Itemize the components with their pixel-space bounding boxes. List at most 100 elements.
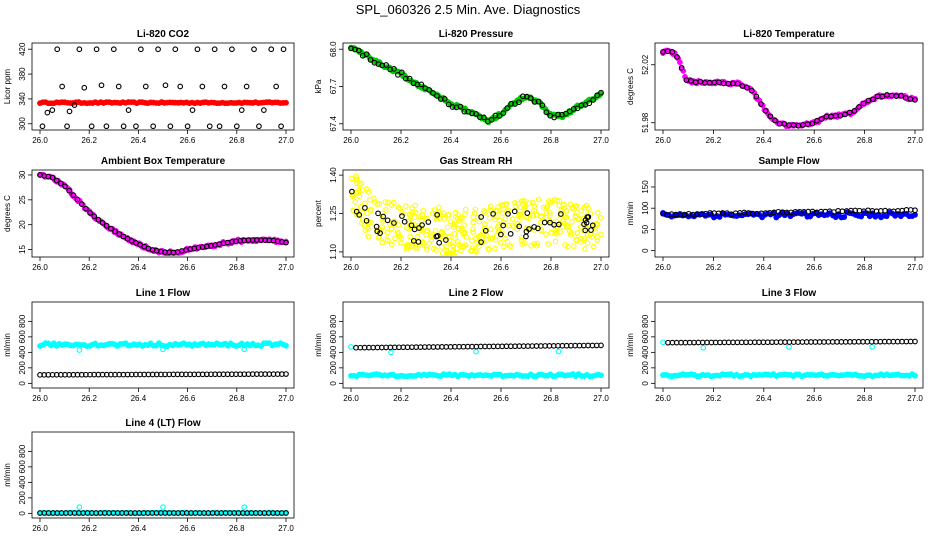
y-tick-label: 0 [18, 511, 27, 516]
data-point [53, 177, 60, 184]
data-point [438, 244, 445, 250]
y-tick-label: 380 [18, 67, 27, 81]
data-point [519, 241, 526, 247]
data-point [578, 102, 585, 109]
y-axis-label: ml/min [314, 333, 323, 357]
series-cyan-line [348, 371, 604, 380]
data-point [537, 219, 544, 226]
data-point [460, 215, 466, 221]
data-point [498, 229, 505, 235]
x-tick-label: 27.0 [907, 394, 923, 403]
data-point [473, 111, 479, 117]
data-point [418, 81, 425, 88]
data-point [583, 219, 590, 226]
series-raw [348, 173, 604, 256]
data-point [194, 46, 201, 53]
data-point [508, 243, 514, 250]
data-point [359, 187, 366, 193]
data-point [443, 237, 449, 243]
panel-title: Line 3 Flow [762, 288, 817, 299]
data-point [398, 69, 405, 76]
data-point [355, 47, 362, 54]
data-point [473, 235, 479, 242]
data-point [567, 201, 574, 208]
plot-frame [654, 301, 924, 389]
data-point [560, 218, 566, 225]
data-point [402, 203, 409, 209]
y-tick-label: 67.4 [329, 115, 338, 131]
data-point [580, 227, 587, 234]
data-point [677, 59, 683, 66]
data-point [739, 83, 746, 89]
x-tick-label: 26.8 [857, 136, 873, 145]
data-point [394, 229, 401, 236]
data-point [457, 103, 464, 110]
data-point [818, 116, 825, 122]
data-point [463, 234, 470, 240]
data-point [879, 93, 886, 100]
data-point [748, 87, 755, 94]
data-point [410, 238, 417, 244]
y-tick-label: 52.02 [641, 54, 650, 75]
data-point [772, 117, 778, 124]
data-point [221, 83, 228, 90]
data-point [577, 235, 584, 242]
data-point [268, 46, 275, 53]
y-axis-label: Licor ppm [3, 69, 12, 104]
data-point [558, 211, 564, 217]
data-point [589, 222, 596, 229]
data-point [412, 244, 419, 251]
data-point [535, 98, 542, 105]
data-point [584, 232, 591, 238]
data-point [487, 207, 494, 213]
data-point [502, 235, 509, 242]
y-tick-label: 600 [329, 330, 338, 344]
data-point [76, 46, 83, 53]
panel-co2: Li-820 CO2 26.0 26.2 26.4 26.6 26.8 27.0 300 340… [3, 29, 295, 145]
data-point [273, 83, 280, 90]
data-point [527, 95, 534, 101]
data-point [78, 201, 85, 207]
data-point [492, 112, 499, 119]
y-tick-label: 68.0 [329, 41, 338, 57]
plot-frame [342, 301, 610, 389]
data-point [49, 107, 56, 113]
data-point [238, 107, 245, 113]
data-point [842, 111, 848, 118]
data-point [402, 75, 409, 82]
data-point [753, 93, 760, 100]
data-point [445, 211, 451, 218]
data-point [98, 82, 105, 89]
plot-area [348, 44, 604, 126]
data-point [509, 216, 516, 222]
y-tick-label: 800 [18, 314, 27, 328]
data-point [498, 202, 505, 208]
series-black-avg [353, 342, 604, 351]
x-tick-label: 26.6 [806, 136, 822, 145]
data-point [108, 225, 114, 232]
data-point [81, 84, 88, 91]
data-point [379, 62, 386, 69]
data-point [395, 72, 401, 78]
data-point [62, 183, 68, 190]
data-point [460, 243, 467, 250]
data-point [352, 199, 359, 205]
series-black-avg [37, 371, 289, 378]
data-point [367, 206, 374, 213]
x-tick-label: 26.8 [229, 394, 245, 403]
y-tick-label: 800 [329, 314, 338, 328]
x-tick-label: 26.6 [493, 394, 509, 403]
data-point [387, 66, 393, 73]
series-cyan-avg [76, 504, 248, 511]
data-point [494, 224, 501, 231]
data-point [585, 205, 591, 212]
x-tick-label: 26.4 [131, 136, 147, 145]
x-tick-label: 27.0 [278, 394, 294, 403]
x-tick-label: 26.6 [493, 136, 509, 145]
data-point [598, 231, 604, 238]
data-point [441, 215, 448, 222]
data-point [189, 107, 196, 113]
x-tick-label: 27.0 [278, 524, 294, 533]
data-point [552, 238, 559, 245]
data-point [541, 219, 548, 226]
